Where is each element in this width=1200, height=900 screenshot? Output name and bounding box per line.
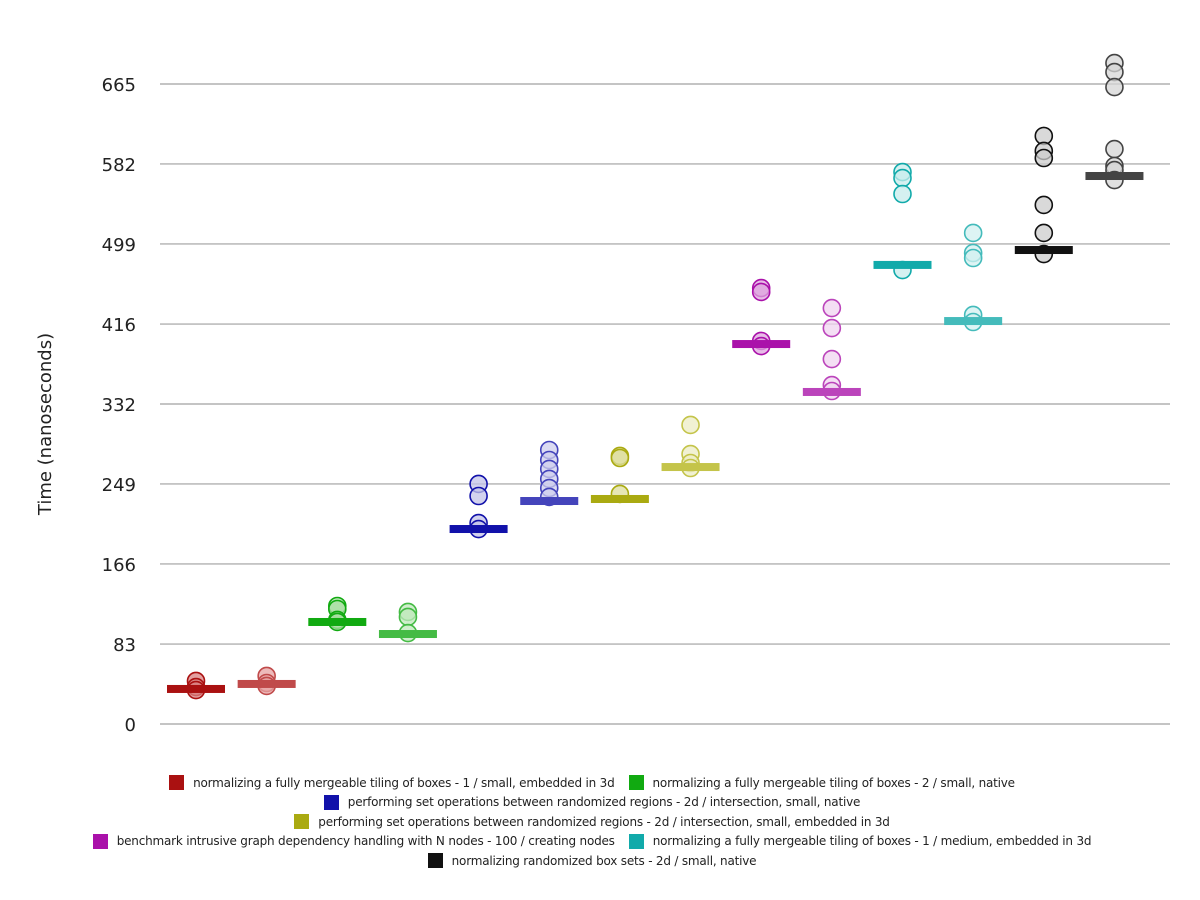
series-group-5	[449, 474, 508, 539]
legend: normalizing a fully mergeable tiling of …	[0, 773, 1184, 871]
sample-point[interactable]	[822, 298, 842, 318]
sample-point[interactable]	[822, 318, 842, 338]
gridlines	[160, 83, 1170, 725]
legend-swatch-icon	[92, 833, 108, 849]
series-group-8	[661, 415, 720, 478]
legend-label: normalizing a fully mergeable tiling of …	[652, 834, 1092, 849]
series-group-9	[732, 278, 791, 356]
y-tick-label: 83	[113, 635, 136, 656]
series-group-4	[378, 602, 437, 643]
legend-item[interactable]: normalizing a fully mergeable tiling of …	[628, 775, 1016, 791]
legend-label: normalizing randomized box sets - 2d / s…	[451, 853, 757, 868]
legend-item[interactable]: performing set operations between random…	[294, 814, 890, 830]
sample-point[interactable]	[469, 486, 488, 506]
legend-row: performing set operations between random…	[0, 793, 1184, 813]
sample-point[interactable]	[893, 184, 912, 204]
legend-row: normalizing a fully mergeable tiling of …	[0, 773, 1184, 793]
median-bar[interactable]	[944, 317, 1003, 326]
legend-swatch-icon	[323, 794, 339, 810]
legend-swatch-icon	[169, 775, 185, 791]
sample-point[interactable]	[963, 248, 983, 268]
legend-item[interactable]: normalizing a fully mergeable tiling of …	[169, 775, 615, 791]
median-bar[interactable]	[449, 525, 508, 534]
median-bar[interactable]	[661, 463, 720, 472]
legend-label: benchmark intrusive graph dependency han…	[116, 834, 615, 849]
legend-row: normalizing randomized box sets - 2d / s…	[0, 851, 1184, 871]
legend-swatch-icon	[427, 853, 443, 869]
sample-point[interactable]	[1105, 77, 1124, 97]
chart: 0 83 166 249 332 416 499 582 665 Time (nanosecon…	[35, 53, 1170, 736]
plot-area	[167, 53, 1144, 700]
legend-item[interactable]: normalizing randomized box sets - 2d / s…	[427, 853, 757, 869]
median-bar[interactable]	[308, 617, 367, 626]
y-axis-title: Time (nanoseconds)	[35, 333, 56, 516]
legend-item[interactable]: performing set operations between random…	[323, 794, 861, 810]
legend-label: normalizing a fully mergeable tiling of …	[193, 775, 615, 790]
legend-row: benchmark intrusive graph dependency han…	[0, 832, 1184, 852]
series-group-11	[873, 162, 932, 280]
legend-swatch-icon	[628, 833, 644, 849]
y-tick-label: 665	[102, 75, 136, 96]
median-bar[interactable]	[378, 630, 437, 639]
legend-row: performing set operations between random…	[0, 812, 1184, 832]
series-group-6	[520, 440, 579, 507]
median-bar[interactable]	[590, 494, 649, 503]
sample-point[interactable]	[963, 223, 983, 243]
y-tick-label: 166	[102, 555, 136, 576]
series-group-1	[167, 671, 225, 700]
series-group-12	[944, 223, 1003, 332]
sample-point[interactable]	[893, 168, 912, 188]
median-bar[interactable]	[732, 340, 791, 349]
y-tick-label: 249	[102, 475, 136, 496]
sample-point[interactable]	[751, 282, 771, 302]
legend-label: normalizing a fully mergeable tiling of …	[652, 775, 1016, 790]
median-bar[interactable]	[237, 679, 296, 688]
y-tick-label: 0	[125, 715, 136, 736]
median-bar[interactable]	[1085, 172, 1144, 181]
median-bar[interactable]	[520, 497, 579, 506]
legend-label: performing set operations between random…	[318, 814, 890, 829]
y-tick-label: 582	[102, 155, 136, 176]
sample-point[interactable]	[1105, 139, 1124, 159]
sample-point[interactable]	[398, 607, 418, 627]
median-bar[interactable]	[802, 387, 861, 396]
legend-swatch-icon	[294, 814, 310, 830]
series-group-14	[1085, 53, 1144, 190]
series-group-7	[590, 446, 649, 504]
legend-item[interactable]: normalizing a fully mergeable tiling of …	[628, 833, 1092, 849]
median-bar[interactable]	[873, 260, 932, 269]
sample-point[interactable]	[1034, 195, 1054, 215]
y-axis-ticks: 0 83 166 249 332 416 499 582 665	[102, 75, 136, 736]
legend-item[interactable]: benchmark intrusive graph dependency han…	[92, 833, 615, 849]
series-group-2	[237, 666, 296, 696]
series-group-3	[308, 596, 367, 632]
sample-point[interactable]	[822, 349, 842, 369]
y-tick-label: 332	[102, 395, 136, 416]
median-bar[interactable]	[1014, 246, 1073, 255]
sample-point[interactable]	[1034, 223, 1054, 243]
legend-label: performing set operations between random…	[347, 795, 861, 810]
sample-point[interactable]	[681, 415, 700, 435]
series-group-13	[1014, 126, 1073, 264]
y-tick-label: 416	[102, 315, 136, 336]
legend-swatch-icon	[628, 775, 644, 791]
series-group-10	[802, 298, 861, 401]
y-tick-label: 499	[102, 235, 136, 256]
sample-point[interactable]	[610, 448, 630, 468]
median-bar[interactable]	[167, 684, 225, 693]
sample-point[interactable]	[1034, 148, 1054, 168]
